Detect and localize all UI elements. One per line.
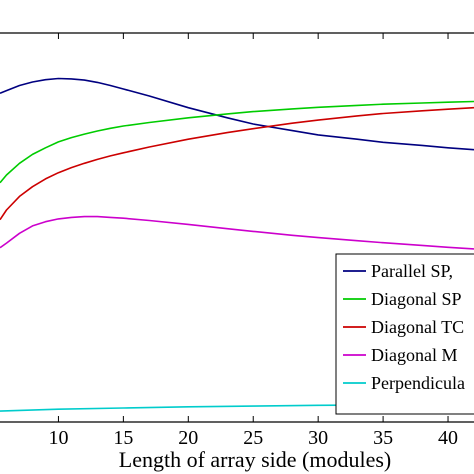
x-tick-label-20: 20 [178, 427, 198, 449]
x-tick-label-15: 15 [113, 427, 133, 449]
x-tick-label-30: 30 [308, 427, 328, 449]
x-tick-label-10: 10 [48, 427, 68, 449]
legend-label-5: Perpendicula [371, 373, 465, 393]
series-line-1 [0, 77, 474, 151]
x-axis-label: Length of array side (modules) [119, 447, 391, 472]
legend-label-4: Diagonal M [371, 345, 457, 365]
x-tick-label-25: 25 [243, 427, 263, 449]
legend-label-3: Diagonal TC [371, 317, 464, 337]
legend-box [335, 253, 474, 415]
series-layer [0, 77, 474, 412]
x-tick-label-35: 35 [373, 427, 393, 449]
axis-layer [0, 32, 474, 423]
legend-label-1: Parallel SP, [371, 261, 453, 281]
legend-label-2: Diagonal SP [371, 289, 462, 309]
legend-items: Parallel SP, Diagonal SP Diagonal TC Diagon… [343, 261, 465, 393]
x-tick-layer: 10 15 20 25 30 35 40 [48, 33, 458, 449]
series-line-4 [0, 215, 474, 250]
series-line-2 [0, 100, 474, 184]
series-line-3 [0, 106, 474, 221]
x-tick-label-40: 40 [438, 427, 458, 449]
legend: Parallel SP, Diagonal SP Diagonal TC Diagon… [335, 253, 474, 415]
